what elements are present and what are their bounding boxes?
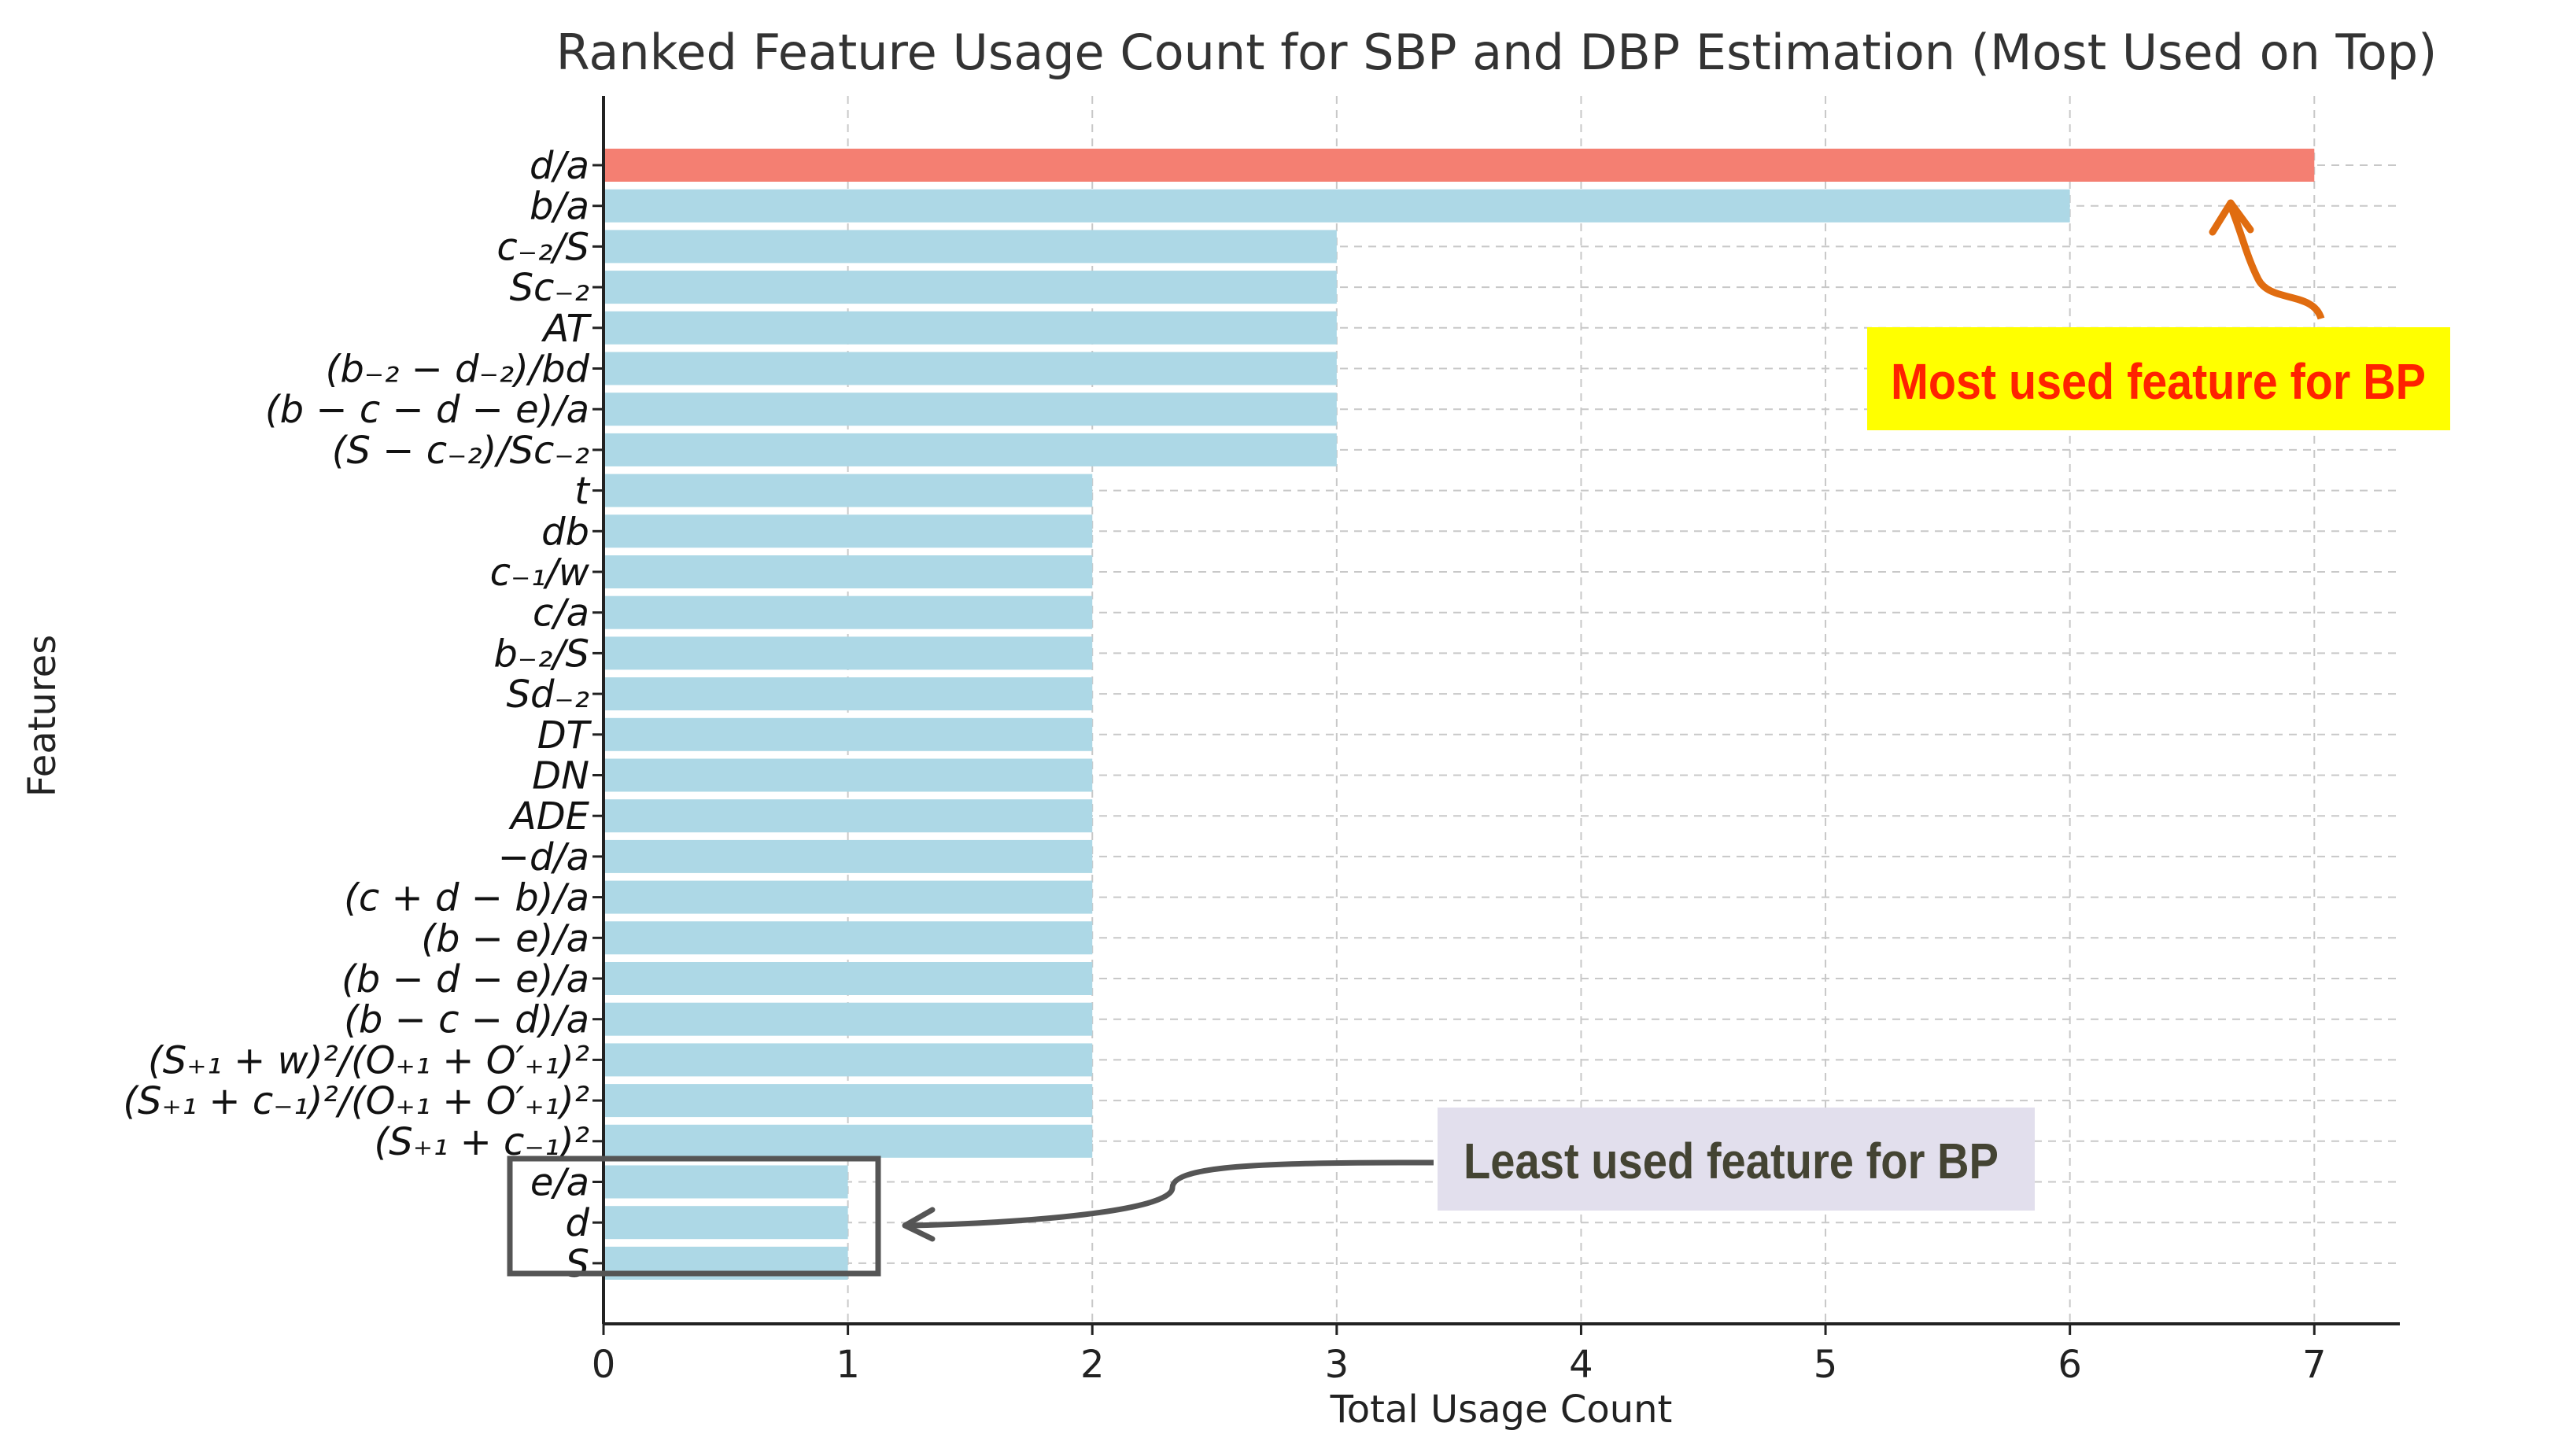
bar [604,839,1093,873]
category-labels: d/ab/ac₋₂/SSc₋₂AT(b₋₂ − d₋₂)/bd(b − c − … [123,144,592,1286]
least-used-highlight-box [507,1156,881,1277]
y-tick-label: (b − c − d)/a [344,998,589,1042]
bar [604,230,1337,264]
bar [604,474,1093,507]
bar [604,189,2070,223]
y-tick-label: (S₊₁ + w)²/(O₊₁ + O′₊₁)² [148,1038,589,1082]
y-tick-label: db [541,510,589,554]
least-used-arrow [908,1159,1434,1229]
y-tick-label: d [566,1201,590,1245]
bar [604,555,1093,588]
bar [604,433,1337,466]
y-tick-label: (b − d − e)/a [341,957,589,1001]
bar [604,1043,1093,1077]
bar [604,1124,1093,1158]
bar [604,595,1093,629]
bar [604,1206,848,1240]
y-tick-label: b/a [530,185,589,229]
bar [604,636,1093,670]
x-tick-label: 6 [2058,1343,2082,1387]
y-tick-label: Sc₋₂ [510,266,589,310]
y-tick-label: DN [532,754,589,798]
y-tick-label: e/a [530,1161,589,1205]
bar [604,1084,1093,1118]
bar [604,880,1093,914]
x-tick-label: 5 [1814,1343,1838,1387]
bar [604,677,1093,711]
bar [604,962,1093,995]
least-used-arrowhead [902,1207,936,1242]
x-tick-label: 2 [1080,1343,1105,1387]
y-tick-label: S [566,1242,589,1286]
y-tick-label: Sd₋₂ [506,673,589,717]
bar [604,717,1093,751]
y-tick-label: b₋₂/S [493,632,589,676]
x-tick-labels: 0 1 2 3 4 5 6 7 [592,1343,2327,1387]
annotations: Most used feature for BP Least used feat… [507,199,2450,1277]
x-axis-label: Total Usage Count [1330,1388,1673,1432]
y-axis-label: Features [20,635,65,797]
bar [604,758,1093,792]
bars [604,149,2315,1280]
bar [604,514,1093,548]
y-tick-label: (S₊₁ + c₋₁)²/(O₊₁ + O′₊₁)² [123,1079,589,1123]
most-used-annotation-box [1867,327,2450,430]
chart-title: Ranked Feature Usage Count for SBP and D… [556,24,2438,81]
y-tick-label: c/a [533,592,589,636]
least-used-annotation: Least used feature for BP [1464,1133,1999,1189]
y-tick-label: −d/a [498,835,589,879]
y-tick-label: DT [537,713,592,757]
x-tick-label: 4 [1569,1343,1593,1387]
y-tick-label: d/a [530,144,589,188]
bar-highlighted [604,149,2315,182]
bar [604,271,1337,304]
y-tick-label: AT [541,307,592,351]
y-tick-label: (b₋₂ − d₋₂)/bd [326,348,590,392]
bar [604,393,1337,426]
bar [604,311,1337,345]
least-used-annotation-box [1438,1108,2035,1211]
bar [604,799,1093,833]
y-tick-label: (b − c − d − e)/a [265,388,589,432]
axes [592,96,2400,1335]
y-tick-label: t [574,470,591,514]
x-tick-label: 7 [2302,1343,2327,1387]
most-used-arrowhead [2209,199,2254,236]
y-tick-label: c₋₁/w [490,551,590,595]
y-tick-label: c₋₂/S [496,225,589,269]
y-tick-label: (S − c₋₂)/Sc₋₂ [332,429,589,473]
bar [604,1002,1093,1036]
x-tick-label: 1 [836,1343,860,1387]
x-tick-label: 0 [592,1343,616,1387]
x-tick-label: 3 [1325,1343,1349,1387]
most-used-arrow [2227,205,2325,320]
y-tick-label: ADE [508,794,590,839]
y-tick-label: (c + d − b)/a [344,876,589,920]
bar [604,1165,848,1199]
most-used-annotation: Most used feature for BP [1891,353,2426,410]
y-tick-label: (b − e)/a [421,916,589,960]
bar [604,921,1093,955]
bar [604,352,1337,385]
